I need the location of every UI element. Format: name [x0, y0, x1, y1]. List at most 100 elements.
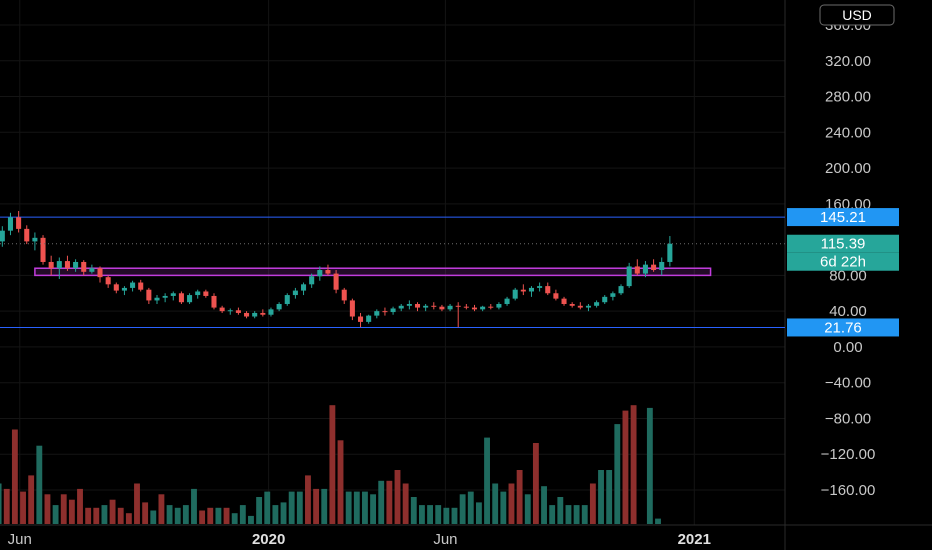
- last-price-badge: 115.39: [787, 234, 899, 253]
- candle: [594, 300, 600, 308]
- candle-body: [16, 217, 22, 229]
- candle: [244, 311, 250, 319]
- volume-bar: [150, 510, 157, 524]
- volume-bar: [101, 505, 108, 524]
- candle-body: [130, 282, 136, 288]
- time-axis[interactable]: Jun 2020 Jun 2021: [8, 531, 711, 548]
- candle: [162, 293, 168, 303]
- volume-bar: [598, 470, 604, 524]
- candle: [260, 309, 266, 317]
- candle-body: [651, 264, 657, 271]
- candle-body: [561, 298, 567, 304]
- candle: [651, 259, 657, 272]
- candle: [504, 296, 510, 306]
- candle: [414, 302, 421, 312]
- candle-body: [317, 270, 323, 277]
- candle: [618, 284, 624, 296]
- candle-body: [414, 304, 421, 308]
- candle-body: [138, 282, 144, 290]
- volume-bar: [581, 505, 588, 524]
- y-tick-label: 240.00: [825, 124, 871, 141]
- volume-bar: [589, 483, 596, 524]
- candle-body: [610, 293, 616, 297]
- volume-bar: [418, 505, 425, 524]
- volume-bar: [215, 507, 222, 524]
- candle-body: [333, 273, 339, 290]
- candle: [252, 311, 258, 319]
- candle: [309, 273, 315, 288]
- volume-bar: [329, 405, 336, 524]
- candle-body: [594, 302, 600, 306]
- candle-body: [463, 306, 469, 308]
- volume-bar: [557, 497, 564, 524]
- candle: [195, 289, 201, 299]
- candle: [512, 287, 518, 301]
- candle-body: [585, 305, 591, 308]
- volume-bar: [321, 488, 328, 524]
- candle-body: [390, 308, 396, 313]
- candle: [520, 284, 526, 296]
- level-badge: 145.21: [787, 208, 899, 227]
- volume-bar: [264, 491, 271, 524]
- candle: [56, 257, 62, 279]
- level-badge-text: 21.76: [824, 319, 862, 336]
- volume-bar: [378, 480, 385, 524]
- volume-bar: [239, 505, 246, 524]
- candle: [292, 287, 298, 299]
- horizontal-levels[interactable]: [0, 216, 785, 328]
- volume-bar: [125, 513, 132, 524]
- candle: [667, 236, 673, 267]
- volume-bar: [573, 505, 580, 524]
- x-tick-label: 2021: [678, 531, 711, 548]
- candle-body: [455, 305, 461, 307]
- level-badge-bg: [787, 318, 899, 337]
- candle: [24, 225, 30, 245]
- countdown-badge: 6d 22h: [787, 252, 899, 271]
- currency-button[interactable]: USD: [819, 4, 895, 26]
- candle-body: [105, 277, 111, 285]
- candle-body: [439, 306, 445, 310]
- candle-body: [423, 305, 429, 308]
- candle-body: [488, 306, 494, 308]
- candle-body: [89, 268, 95, 272]
- countdown-badge-bg: [787, 252, 899, 271]
- candle: [113, 282, 119, 294]
- volume-bar: [207, 507, 214, 524]
- volume-bar: [606, 470, 613, 524]
- candle-body: [56, 261, 62, 269]
- zone-rectangle[interactable]: [34, 267, 712, 277]
- volume-bar: [337, 440, 344, 524]
- candle: [333, 270, 339, 294]
- x-tick-label: 2020: [252, 531, 285, 548]
- candle-body: [301, 284, 307, 291]
- candle-body: [406, 304, 412, 306]
- candle-body: [24, 228, 30, 242]
- candle-body: [276, 304, 282, 310]
- volume-bar: [402, 483, 409, 524]
- candle: [455, 302, 461, 328]
- candle-body: [40, 237, 46, 262]
- candle-body: [178, 293, 184, 303]
- volume-bar: [443, 507, 450, 524]
- candle-body: [545, 286, 551, 294]
- candlesticks: [0, 211, 673, 328]
- candle-body: [341, 289, 347, 301]
- level-badge-bg: [787, 208, 899, 227]
- volume-bar: [622, 410, 629, 524]
- candle: [374, 309, 380, 319]
- candle-body: [292, 290, 298, 296]
- candle-body: [268, 309, 274, 315]
- volume-bar: [44, 494, 51, 524]
- support-zone[interactable]: [34, 267, 712, 277]
- candle: [301, 282, 307, 296]
- volume-bar: [272, 505, 279, 524]
- candle-body: [170, 293, 176, 296]
- candle: [276, 302, 282, 312]
- volume-bar: [36, 445, 43, 524]
- volume-bar: [614, 424, 621, 524]
- volume-bar: [28, 475, 35, 524]
- volume-bar: [524, 494, 531, 524]
- volume-bar: [313, 488, 320, 524]
- candle: [545, 282, 551, 296]
